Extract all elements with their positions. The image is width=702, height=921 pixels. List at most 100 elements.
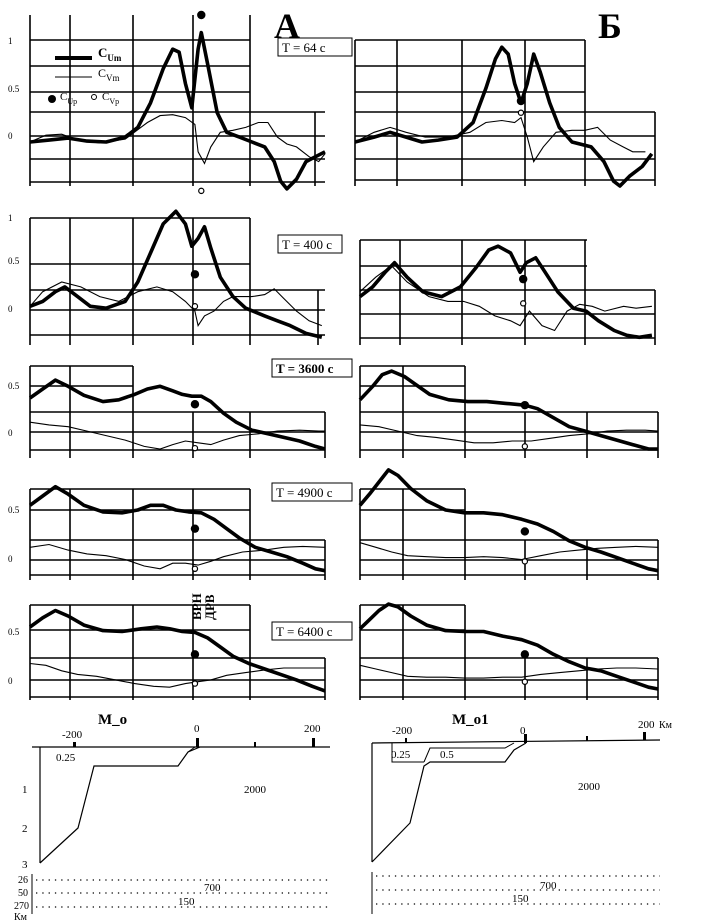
- model-a-res-025: 0.25: [56, 752, 76, 764]
- series-cvm-row4-B: [359, 542, 659, 561]
- period-box-frame: [271, 621, 353, 641]
- model-b-top-layer: [371, 742, 527, 863]
- ytick-row1: 0.5: [8, 84, 20, 94]
- period-label: T = 3600 c: [276, 361, 334, 376]
- series-cum-row3-A: [28, 378, 326, 451]
- model-a-depth-unit: Км: [14, 912, 28, 921]
- legend-cup-label: CUp: [60, 91, 77, 106]
- ytick-row1: 1: [8, 36, 13, 46]
- model-a-depth-2: 2: [22, 823, 28, 835]
- marker-cvp-row1-A: [198, 187, 205, 195]
- period-box-frame: [277, 234, 343, 254]
- marker-cup-row4-B: [520, 527, 530, 536]
- model-b-res-025: 0.25: [391, 749, 411, 761]
- ytick-row2: 0.5: [8, 256, 20, 266]
- ytick-row3: 0.5: [8, 381, 20, 391]
- series-cvm-row3-A: [29, 421, 325, 450]
- vertical-note-drv: ДРВ: [202, 594, 217, 620]
- model-b-second-layer: [391, 742, 515, 763]
- model-a-depth-3: 3: [22, 859, 28, 871]
- series-cum-row2-A: [29, 209, 323, 340]
- grid-row1-A: [29, 15, 325, 186]
- grid-row1-B: [354, 39, 656, 186]
- period-label: T = 400 c: [282, 237, 332, 252]
- marker-cvp-row3-A: [191, 444, 199, 452]
- marker-cup-row3-A: [190, 400, 200, 409]
- marker-cup-row4-A: [190, 524, 200, 533]
- series-cum-row2-B: [358, 244, 653, 340]
- model-b-xtick-0: 0: [520, 725, 526, 737]
- period-box-row2: T = 400 c: [277, 234, 343, 254]
- marker-cup-row2-A: [190, 270, 200, 279]
- grid-row3-A: [29, 365, 326, 458]
- model-a-slope: [187, 746, 196, 753]
- model-a: M_o -200 0 200 0.25 2000 1 2 3 26 50 270…: [14, 712, 330, 921]
- series-cum-row5-B: [358, 602, 659, 691]
- series-cum-row3-B: [358, 369, 658, 451]
- ytick-row4: 0.5: [8, 505, 20, 515]
- series-cvm-row2-A: [29, 281, 322, 327]
- marker-cvp-row1-B: [517, 109, 525, 116]
- plot-grids: 1 0.5 0 1 0.5 0 0.5 0 0.5 0 0.5 0: [8, 15, 659, 700]
- model-a-xtick-0: 0: [194, 723, 200, 735]
- model-b-tick-100: [586, 736, 588, 741]
- period-box-row3: T = 3600 c: [271, 358, 353, 378]
- legend-cvp-label: CVp: [102, 91, 119, 106]
- series-cum-row1-B: [354, 45, 654, 188]
- legend-cup-marker: [48, 95, 56, 103]
- model-a-xtick-neg200: -200: [62, 729, 83, 741]
- marker-cvp-row3-B: [521, 443, 529, 450]
- model-a-tick-200: [73, 742, 76, 747]
- model-a-res-2000: 2000: [244, 784, 267, 796]
- grid-row4-A: [29, 488, 326, 580]
- model-b-res-05: 0.5: [440, 749, 454, 761]
- model-a-res-150: 150: [178, 896, 195, 908]
- plot-curves: [28, 30, 659, 693]
- period-labels: T = 64 c T = 400 c T = 3600 c T = 4900 c T =…: [271, 37, 353, 641]
- marker-cvp-row2-B: [519, 300, 527, 307]
- model-a-depth-1: 1: [22, 784, 28, 796]
- model-a-depth-50: 50: [18, 888, 28, 899]
- model-a-name: M_o: [98, 712, 127, 728]
- marker-cup-row5-B: [520, 650, 530, 659]
- period-box-frame: [271, 482, 353, 502]
- series-cvm-row1-B: [354, 116, 646, 163]
- marker-cvp-row4-B: [521, 558, 529, 565]
- model-b-tick-200: [405, 738, 407, 743]
- legend: CUm CVm CUp CVp: [48, 45, 122, 106]
- marker-cup-row5-A: [190, 650, 200, 659]
- period-box-row1: T = 64 c: [277, 37, 353, 57]
- model-b: M_o1 -200 0 200 Км 0.25 0.5 2000 700 150: [371, 712, 673, 914]
- ytick-row2: 0: [8, 304, 13, 314]
- grid-row4-B: [359, 488, 659, 580]
- period-label: T = 64 c: [282, 40, 326, 55]
- grid-row3-B: [359, 365, 659, 458]
- model-b-res-2000: 2000: [578, 781, 601, 793]
- series-cvm-row5-B: [359, 664, 659, 679]
- ytick-row2: 1: [8, 213, 13, 223]
- ytick-row4: 0: [8, 554, 13, 564]
- model-b-xunit: Км: [659, 720, 673, 731]
- legend-cum-label: CUm: [98, 45, 122, 63]
- model-a-xtick-200: 200: [304, 723, 321, 735]
- grid-row2-B: [359, 239, 656, 345]
- model-a-depth-270: 270: [14, 901, 29, 912]
- grid-row5-B: [359, 604, 659, 700]
- model-a-depth-26: 26: [18, 875, 28, 886]
- period-label: T = 4900 c: [276, 485, 333, 500]
- model-b-xtick-neg200: -200: [392, 725, 413, 737]
- plot-markers: [190, 10, 530, 687]
- model-b-xtick-200: 200: [638, 719, 655, 731]
- ytick-row3: 0: [8, 428, 13, 438]
- model-a-top-layer: [39, 746, 201, 864]
- period-box-row4: T = 4900 c: [271, 482, 353, 502]
- model-a-tick-200b: [312, 738, 315, 747]
- marker-cvp-row2-A: [191, 303, 199, 310]
- ytick-row5: 0.5: [8, 627, 20, 637]
- model-b-tick-0: [524, 734, 527, 743]
- series-cvm-row3-B: [359, 424, 659, 444]
- model-a-tick-0: [196, 738, 199, 747]
- period-box-frame: [271, 358, 353, 378]
- marker-cvp-row5-A: [191, 680, 199, 687]
